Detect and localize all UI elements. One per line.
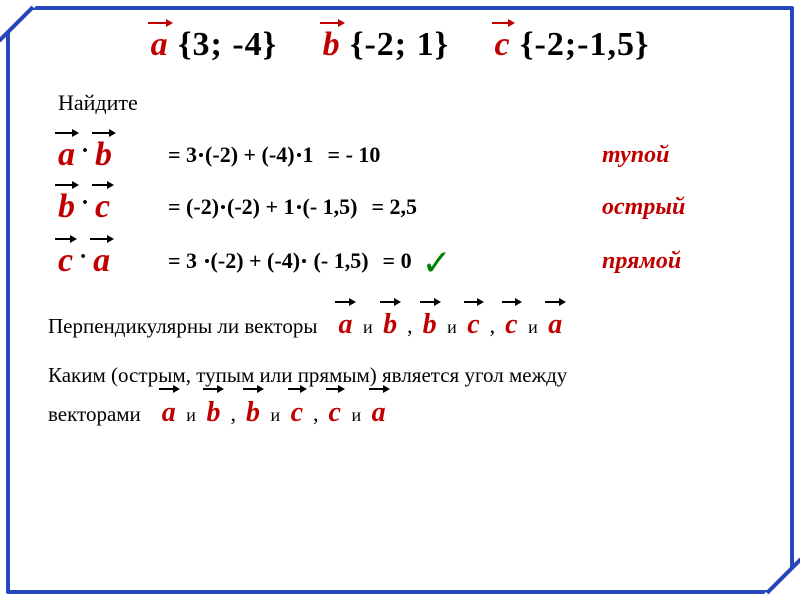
question-angle-type: Каким (острым, тупым или прямым) являетс… <box>48 360 752 434</box>
pair-sep: и <box>182 405 201 425</box>
q2-pairs: a и b,b и c,c и a <box>162 402 386 426</box>
pair-sep: и <box>266 405 285 425</box>
product-lhs: a·b <box>58 136 168 174</box>
q2-text2: векторами <box>48 402 141 426</box>
vec-c-letter: c <box>495 26 511 63</box>
vec-b-coords: {-2; 1} <box>341 26 449 63</box>
vec-letter: c <box>329 397 341 428</box>
vec-c: c <box>58 242 73 280</box>
vec-c: c <box>291 392 303 434</box>
calc-row: b·c= (-2)(-2) + 1(- 1,5) = 2,5 острый <box>58 188 782 226</box>
vec-b: b <box>206 392 220 434</box>
header-vectors: a {3; -4} b {-2; 1} c {-2;-1,5} <box>18 26 782 64</box>
calc-expr: = 3 (-2) + (-4) (- 1,5) <box>168 248 369 274</box>
q1-pairs: a и b,b и c,c и a <box>338 314 562 338</box>
vec-a: a <box>162 392 176 434</box>
angle-type-label: острый <box>602 194 742 221</box>
vec-a: a <box>58 136 75 174</box>
vec-letter: b <box>95 136 112 173</box>
q1-text: Перпендикулярны ли векторы <box>48 314 317 338</box>
question-perpendicular: Перпендикулярны ли векторы a и b,b и c,c… <box>48 304 752 346</box>
vec-letter: a <box>338 309 352 340</box>
vec-c: c <box>95 188 110 226</box>
pair-sep: и <box>347 405 366 425</box>
check-icon: ✓ <box>422 242 452 284</box>
vec-c: c <box>505 304 517 346</box>
vec-b: b <box>95 136 112 174</box>
calc-result: = 0 <box>383 248 412 274</box>
vec-b: b <box>246 392 260 434</box>
calc-expr: = 3(-2) + (-4)1 <box>168 142 314 168</box>
vec-letter: b <box>423 309 437 340</box>
vec-letter: b <box>383 309 397 340</box>
vec-letter: c <box>505 309 517 340</box>
vec-letter: a <box>93 242 110 279</box>
vec-letter: c <box>95 188 110 225</box>
angle-type-label: прямой <box>602 248 742 275</box>
vec-letter: b <box>58 188 75 225</box>
vec-letter: a <box>58 136 75 173</box>
vec-letter: b <box>246 397 260 428</box>
calc-row: c·a= 3 (-2) + (-4) (- 1,5) = 0 ✓ прямой <box>58 240 782 282</box>
slide-frame: a {3; -4} b {-2; 1} c {-2;-1,5} Найдите … <box>0 0 800 600</box>
vec-letter: a <box>372 397 386 428</box>
vec-c: c <box>495 26 511 64</box>
vec-letter: c <box>58 242 73 279</box>
pair-sep: и <box>358 317 377 337</box>
vec-letter: a <box>548 309 562 340</box>
vec-c: c <box>329 392 341 434</box>
vec-b: b <box>58 188 75 226</box>
product-lhs: b·c <box>58 188 168 226</box>
calc-rows: a·b= 3(-2) + (-4)1 = - 10 тупой b·c= (-2)(-… <box>58 136 782 282</box>
vec-letter: c <box>467 309 479 340</box>
vec-b-letter: b <box>323 26 341 63</box>
vec-letter: c <box>291 397 303 428</box>
calc-row: a·b= 3(-2) + (-4)1 = - 10 тупой <box>58 136 782 174</box>
vec-a-letter: a <box>151 26 169 63</box>
pair-sep: и <box>443 317 462 337</box>
calc-expr: = (-2)(-2) + 1(- 1,5) <box>168 194 358 220</box>
find-label: Найдите <box>58 90 782 116</box>
vec-a: a <box>548 304 562 346</box>
q2-line1: Каким (острым, тупым или прямым) являетс… <box>48 360 752 392</box>
calc-result: = - 10 <box>328 142 381 168</box>
vec-a: a <box>151 26 169 64</box>
pair-sep: и <box>524 317 543 337</box>
border-diag-br <box>766 558 800 595</box>
vec-letter: a <box>162 397 176 428</box>
vec-c: c <box>467 304 479 346</box>
vec-a: a <box>372 392 386 434</box>
angle-type-label: тупой <box>602 142 742 169</box>
vec-c-coords: {-2;-1,5} <box>511 26 650 63</box>
calc-result: = 2,5 <box>372 194 418 220</box>
vec-a: a <box>338 304 352 346</box>
product-lhs: c·a <box>58 242 168 280</box>
vec-b: b <box>323 26 341 64</box>
vec-b: b <box>383 304 397 346</box>
vec-b: b <box>423 304 437 346</box>
vec-letter: b <box>206 397 220 428</box>
vec-a-coords: {3; -4} <box>169 26 277 63</box>
vec-a: a <box>93 242 110 280</box>
